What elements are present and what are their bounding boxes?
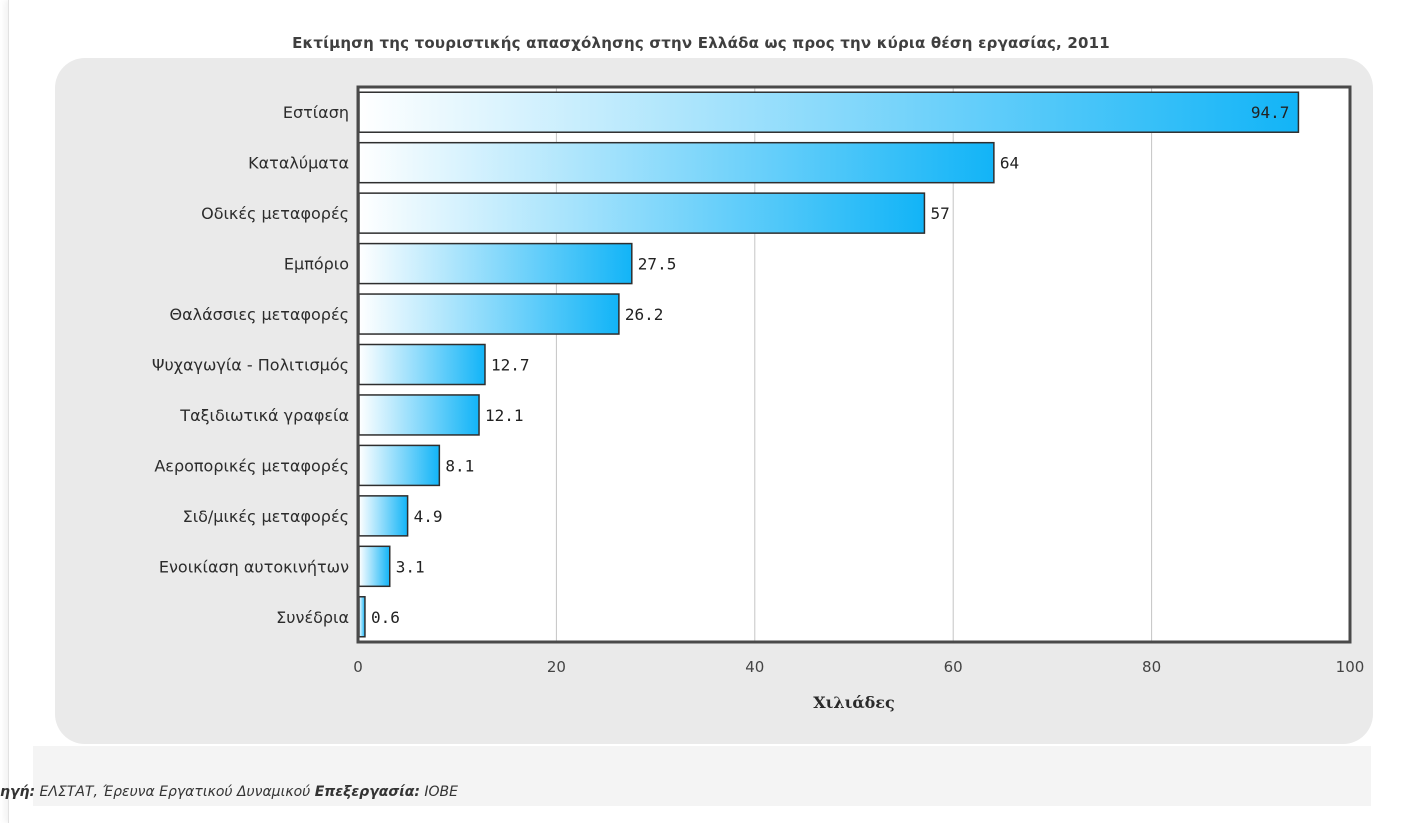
value-label: 12.7	[491, 356, 530, 375]
bar	[358, 242, 633, 285]
value-label: 26.2	[625, 305, 664, 324]
value-label: 4.9	[414, 507, 443, 526]
source-bar	[33, 746, 1371, 806]
labels: 0 20 40 60 80 100 Εστίαση 94.7 Καταλύματα 64 Οδικέ…	[152, 103, 1364, 676]
value-label: 8.1	[445, 456, 474, 475]
plot-border	[356, 85, 1352, 644]
bar	[358, 444, 441, 487]
value-label: 64	[1000, 154, 1019, 173]
value-label: 3.1	[396, 557, 425, 576]
processing-text: ΙΟΒΕ	[419, 784, 458, 800]
category-label: Ταξιδιωτικά γραφεία	[179, 406, 349, 425]
x-tick-label: 0	[353, 658, 363, 676]
category-label: Αεροπορικές μεταφορές	[154, 456, 349, 475]
value-label: 94.7	[1251, 103, 1290, 122]
source-label: ηγή:	[0, 784, 36, 800]
bars	[358, 91, 1300, 638]
category-label: Ενοικίαση αυτοκινήτων	[159, 557, 349, 576]
chart-title: Εκτίμηση της τουριστικής απασχόλησης στη…	[292, 34, 1110, 52]
bar	[358, 91, 1300, 133]
processing-label: Επεξεργασία:	[314, 784, 420, 800]
bar	[358, 495, 409, 537]
bar	[358, 343, 486, 386]
value-label: 57	[930, 204, 949, 223]
x-tick-label: 20	[547, 658, 566, 676]
bar	[358, 192, 926, 234]
x-tick-label: 60	[944, 658, 963, 676]
category-label: Συνέδρια	[276, 608, 349, 627]
source-text: ΕΛΣΤΑΤ, Έρευνα Εργατικού Δυναμικού	[35, 784, 315, 800]
bar	[358, 545, 391, 588]
bar	[358, 293, 620, 335]
category-label: Οδικές μεταφορές	[201, 204, 349, 223]
bar	[358, 394, 480, 436]
x-tick-label: 100	[1336, 658, 1365, 676]
x-tick-label: 80	[1142, 658, 1161, 676]
source-line: ηγή: ΕΛΣΤΑΤ, Έρευνα Εργατικού Δυναμικού …	[0, 784, 1100, 800]
bar	[358, 141, 995, 184]
category-label: Σιδ/μικές μεταφορές	[183, 507, 349, 526]
category-label: Εστίαση	[283, 103, 349, 122]
x-axis-title: Χιλιάδες	[813, 693, 895, 712]
category-label: Καταλύματα	[248, 154, 349, 173]
value-label: 27.5	[638, 255, 677, 274]
bar	[358, 596, 366, 638]
value-label: 0.6	[371, 608, 400, 627]
x-tick-label: 40	[745, 658, 764, 676]
category-label: Θαλάσσιες μεταφορές	[169, 305, 349, 324]
category-label: Ψυχαγωγία - Πολιτισμός	[152, 356, 349, 375]
value-label: 12.1	[485, 406, 524, 425]
category-label: Εμπόριο	[284, 255, 349, 274]
